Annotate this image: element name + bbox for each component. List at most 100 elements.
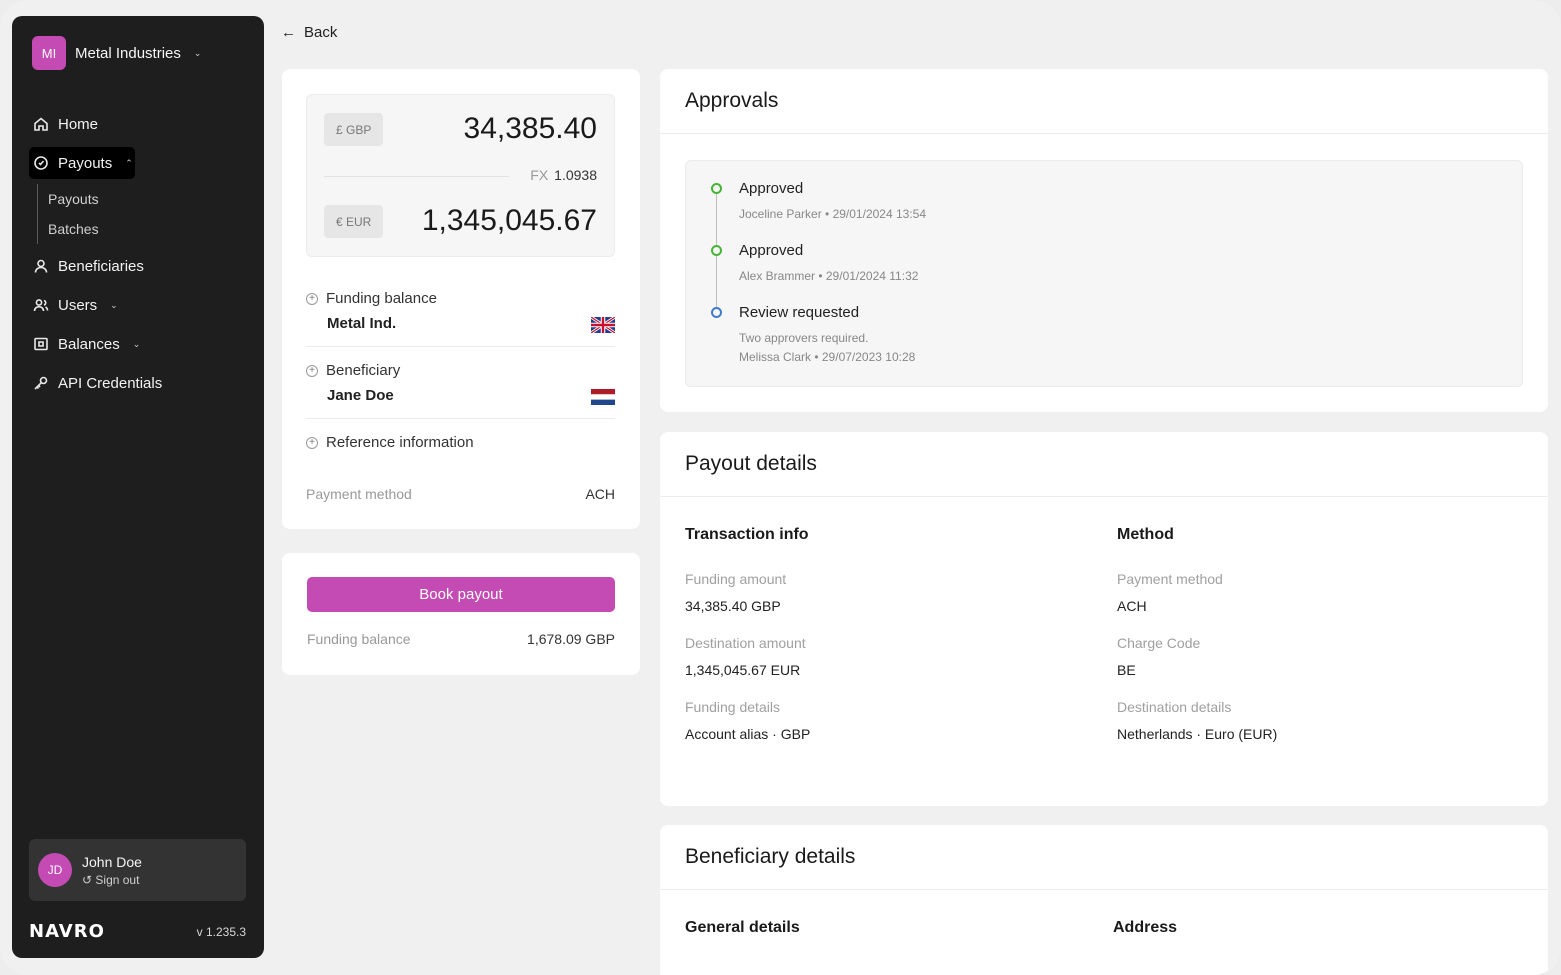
brand-logo: NAVRO [29, 921, 105, 942]
funding-balance-row[interactable]: + Funding balance Metal Ind. [306, 290, 615, 333]
org-badge: MI [32, 36, 66, 70]
transaction-info-column: Transaction info Funding amount 34,385.4… [685, 526, 810, 763]
field-label: Destination amount [685, 635, 806, 651]
fx-value: 1.0938 [554, 167, 597, 183]
person-icon [33, 258, 49, 274]
book-payout-button[interactable]: Book payout [307, 577, 615, 612]
nav-payouts[interactable]: Payouts ⌃ [29, 147, 135, 179]
nav-balances-label: Balances [58, 335, 120, 353]
divider [660, 133, 1548, 134]
funding-balance-label: Funding balance [307, 631, 411, 647]
timeline-note: Two approvers required. Melissa Clark • … [739, 329, 915, 367]
avatar: JD [38, 853, 72, 887]
field-label: Payment method [1117, 571, 1223, 587]
timeline-item: Review requested Two approvers required.… [711, 304, 915, 367]
payment-method-value: ACH [585, 486, 615, 502]
timeline-meta: Alex Brammer • 29/01/2024 11:32 [739, 269, 919, 283]
approval-timeline: Approved Joceline Parker • 29/01/2024 13… [685, 160, 1523, 387]
nav-users-label: Users [58, 296, 98, 314]
nav-beneficiaries[interactable]: Beneficiaries [29, 250, 249, 282]
subnav-payouts[interactable]: Payouts [48, 191, 99, 207]
funding-balance-label: Funding balance [326, 290, 437, 307]
nav-users[interactable]: Users ⌄ [29, 289, 249, 321]
nav-balances[interactable]: Balances ⌄ [29, 328, 249, 360]
nav-home[interactable]: Home [29, 108, 249, 140]
nav-api-label: API Credentials [58, 374, 163, 392]
fx-rate: FX 1.0938 [530, 167, 597, 183]
sidebar-footer: NAVRO v 1.235.3 [29, 921, 246, 942]
status-dot-icon [711, 183, 722, 194]
arrow-left-icon: ← [281, 24, 296, 41]
timeline-status: Approved [739, 180, 804, 197]
reference-row[interactable]: + Reference information [306, 434, 615, 451]
field-value: BE [1117, 662, 1136, 678]
transaction-info-heading: Transaction info [685, 526, 809, 543]
key-icon [33, 375, 49, 391]
field-value: Account alias · GBP [685, 726, 811, 742]
uk-flag-icon [591, 317, 615, 333]
sign-out-link[interactable]: ↺ Sign out [82, 873, 142, 887]
netherlands-flag-icon [591, 389, 615, 405]
from-amount: 34,385.40 [463, 112, 597, 145]
app-version: v 1.235.3 [196, 924, 246, 939]
payment-method-row: Payment method ACH [306, 486, 615, 502]
chevron-down-icon: ⌄ [110, 299, 118, 310]
fx-divider [324, 176, 509, 177]
funding-balance-summary: Funding balance 1,678.09 GBP [307, 631, 615, 647]
plus-icon: + [306, 364, 318, 377]
beneficiary-details-card: Beneficiary details General details Addr… [660, 825, 1548, 975]
sidebar: MI Metal Industries ⌄ Home Payouts ⌃ Pay… [12, 16, 264, 958]
plus-icon: + [306, 436, 318, 449]
main-nav: Home Payouts ⌃ Payouts Batches Beneficia… [29, 108, 249, 406]
beneficiary-label: Beneficiary [326, 362, 401, 379]
field-label: Destination details [1117, 699, 1232, 715]
divider [306, 418, 615, 419]
method-column: Method Payment method ACH Charge Code BE… [1117, 526, 1277, 763]
user-name: John Doe [82, 853, 142, 870]
timeline-status: Approved [739, 242, 804, 259]
funding-details-field: Funding details Account alias · GBP [685, 699, 810, 742]
payouts-icon [33, 155, 49, 171]
reference-label: Reference information [326, 434, 474, 451]
nav-payouts-label: Payouts [58, 154, 113, 172]
fx-label: FX [530, 167, 549, 183]
timeline-note-text: Two approvers required. [739, 331, 869, 345]
users-icon [33, 297, 49, 313]
timeline-item: Approved Joceline Parker • 29/01/2024 13… [711, 180, 926, 224]
field-label: Funding amount [685, 571, 787, 587]
nav-api-credentials[interactable]: API Credentials [29, 367, 249, 399]
user-card: JD John Doe ↺ Sign out [29, 839, 246, 901]
general-details-column: General details [685, 919, 800, 964]
beneficiary-row[interactable]: + Beneficiary Jane Doe [306, 362, 615, 405]
nav-beneficiaries-label: Beneficiaries [58, 257, 144, 275]
status-dot-icon [711, 307, 722, 318]
amount-box: £ GBP 34,385.40 FX 1.0938 € EUR 1,345,045… [306, 94, 615, 257]
wallet-icon [33, 336, 49, 352]
org-name: Metal Industries [75, 44, 181, 62]
chevron-up-icon: ⌃ [125, 157, 133, 168]
field-label: Charge Code [1117, 635, 1201, 651]
payout-summary-card: £ GBP 34,385.40 FX 1.0938 € EUR 1,345,045… [282, 69, 640, 529]
payout-details-title: Payout details [685, 452, 817, 475]
book-payout-card: Book payout Funding balance 1,678.09 GBP [282, 553, 640, 675]
method-heading: Method [1117, 526, 1174, 543]
timeline-item: Approved Alex Brammer • 29/01/2024 11:32 [711, 242, 918, 286]
divider [306, 346, 615, 347]
address-column: Address [1113, 919, 1177, 964]
approvals-card: Approvals Approved Joceline Parker • 29/… [660, 69, 1548, 412]
beneficiary-value: Jane Doe [327, 387, 394, 404]
back-label: Back [304, 24, 338, 41]
field-label: Funding details [685, 699, 780, 715]
payment-method-label: Payment method [306, 486, 412, 502]
home-icon [33, 116, 49, 132]
timeline-status: Review requested [739, 304, 860, 321]
timeline-meta: Joceline Parker • 29/01/2024 13:54 [739, 207, 926, 221]
subnav-batches[interactable]: Batches [48, 221, 99, 237]
field-value: Netherlands · Euro (EUR) [1117, 726, 1278, 742]
field-value: ACH [1117, 598, 1147, 614]
payment-method-field: Payment method ACH [1117, 571, 1277, 614]
org-switcher[interactable]: MI Metal Industries ⌄ [32, 36, 201, 70]
back-button[interactable]: ← Back [281, 24, 337, 41]
from-currency-pill: £ GBP [324, 113, 384, 146]
